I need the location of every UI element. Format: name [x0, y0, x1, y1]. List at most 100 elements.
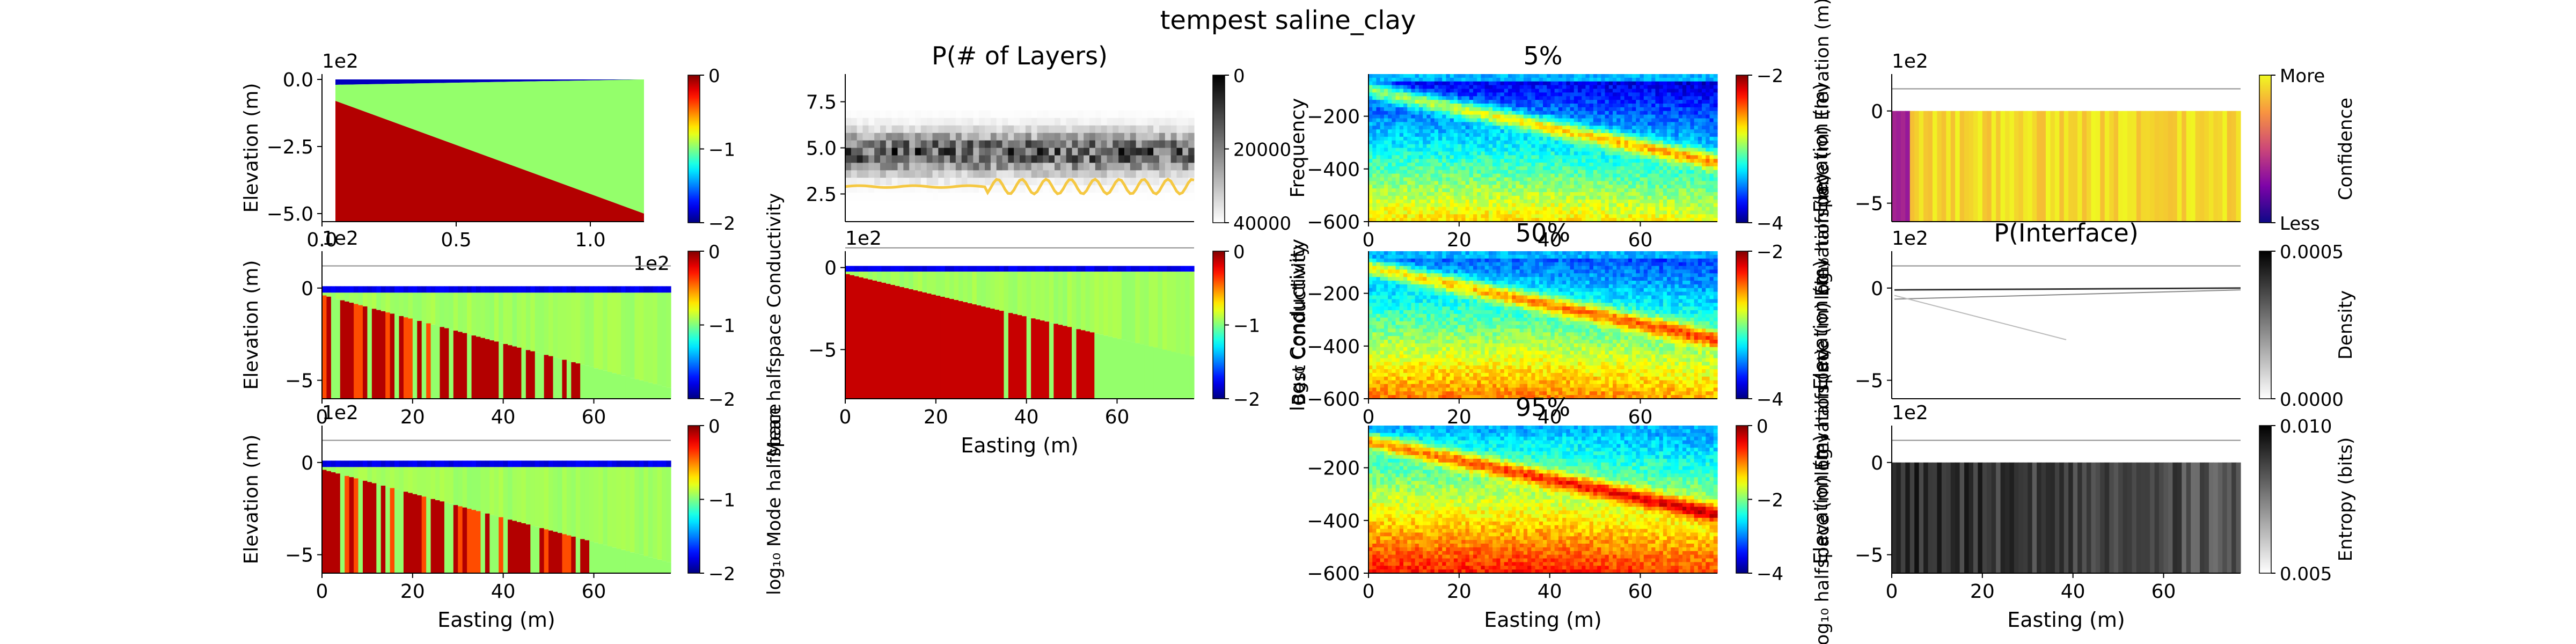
x-tick-label: 60: [1628, 229, 1653, 251]
percentile-image: [1368, 74, 1718, 222]
colorbar-label: log₁₀ halfspace (m) Elevation (m): [1812, 174, 1833, 476]
colorbar-label: log₁₀ Mode halfspace: [764, 404, 785, 595]
percentile-image: [1368, 426, 1718, 574]
y-tick-label: 0: [301, 452, 313, 474]
colorbar-tick-label: 0.0005: [2280, 241, 2344, 263]
y-tick-label: −400: [1307, 336, 1360, 358]
y-axis-label: Elevation (m): [1810, 260, 1832, 390]
colorbar-gradient: [687, 251, 700, 399]
x-axis-label: Easting (m): [961, 434, 1079, 457]
colorbar-tick-label: −2: [708, 564, 735, 585]
entropy-image: [1892, 440, 2241, 573]
x-tick-label: 40: [2061, 581, 2085, 603]
x-tick-label: 40: [491, 581, 516, 603]
subplot-title: P(Interface): [1994, 218, 2139, 247]
subplot-title: 50%: [1516, 218, 1570, 247]
colorbar-gradient: [687, 425, 700, 574]
x-tick-label: 40: [1538, 581, 1562, 603]
y-tick-label: −400: [1307, 510, 1360, 532]
colorbar-tick-label: More: [2280, 65, 2325, 87]
x-tick-label: 0.0: [306, 229, 337, 251]
y-tick-label: −5: [1855, 193, 1883, 215]
colorbar: 0 −1 −2 Mean halfspace Conductivity: [687, 193, 785, 457]
y-tick-label: 5.0: [806, 138, 837, 160]
x-tick-label: 0: [839, 406, 852, 428]
y-axis-label: log₁₀ Conductivity: [1287, 239, 1309, 411]
colorbar-tick-label: −4: [1757, 389, 1783, 411]
y-tick-label: 0: [301, 278, 313, 300]
x-tick-label: 0: [316, 581, 328, 603]
colorbar-tick-label: −4: [1757, 564, 1783, 585]
subplot-title: P(# of Layers): [932, 41, 1108, 70]
interface-image: [1892, 265, 2241, 340]
colorbar-gradient: [1736, 251, 1748, 399]
x-axis-label: Easting (m): [2007, 608, 2125, 632]
x-tick-label: 40: [491, 406, 516, 428]
x-axis-label: Easting (m): [1484, 608, 1602, 632]
x-tick-label: 40: [1538, 229, 1562, 251]
y-tick-label: −5: [808, 339, 837, 361]
y-axis-label: Elevation (m): [240, 260, 262, 390]
x-tick-label: 60: [1105, 406, 1130, 428]
y-offset-text: 1e2: [1892, 228, 1928, 250]
colorbar: −2 −4 log₁₀ halfspace (m) Elevation (m): [1736, 0, 1833, 300]
y-tick-label: −5: [1855, 370, 1883, 392]
x-tick-label: 20: [924, 406, 948, 428]
colorbar-tick-label: 0: [708, 416, 720, 437]
x-tick-label: 40: [1014, 406, 1039, 428]
x-tick-label: 60: [1628, 581, 1653, 603]
y-tick-label: −5: [285, 545, 313, 567]
colorbar: More Less Confidence: [2259, 65, 2357, 235]
y-tick-label: −600: [1307, 563, 1360, 585]
colorbar-label: Density: [2335, 290, 2357, 360]
colorbar: 0 −1 −2: [687, 65, 735, 235]
axes-frame: 0 −5 1e2 Elevation (m): [1810, 50, 2241, 222]
colorbar-tick-label: 0.005: [2280, 564, 2332, 585]
y-offset-text: 1e2: [322, 50, 358, 72]
colorbar: 0 −1 −2 Best Conductivity: [1212, 241, 1310, 411]
x-tick-label: 60: [1628, 406, 1653, 428]
x-tick-label: 40: [1538, 406, 1562, 428]
colorbar-tick-label: 0: [1757, 416, 1768, 437]
colorbar-tick-label: 0.010: [2280, 416, 2332, 437]
colorbar-label: Entropy (bits): [2335, 437, 2357, 562]
colorbar-label: Confidence: [2335, 98, 2357, 200]
section-image: [845, 247, 1195, 399]
colorbar-tick-label: −2: [1233, 389, 1260, 411]
figure-title: tempest saline_clay: [1160, 5, 1416, 35]
y-axis-label: Elevation (m): [240, 435, 262, 565]
colorbar: 0 −2 −4 log₁₀ halfspace (m) Elevation (m): [1736, 348, 1833, 644]
y-tick-label: 0: [1871, 452, 1883, 474]
x-axis-label: Easting (m): [437, 608, 555, 632]
y-tick-label: 0: [1871, 101, 1883, 123]
y-offset-text: 1e2: [845, 228, 882, 250]
y-offset-text: 1e2: [322, 402, 358, 424]
colorbar-gradient: [687, 75, 700, 223]
y-tick-label: −5: [285, 370, 313, 392]
y-tick-label: −2.5: [267, 136, 313, 158]
x-tick-label: 0: [1363, 581, 1375, 603]
colorbar-gradient: [2259, 425, 2272, 574]
colorbar-gradient: [1736, 75, 1748, 223]
colorbar-gradient: [1736, 425, 1748, 574]
colorbar-gradient: [1212, 75, 1225, 223]
colorbar-tick-label: 0: [1233, 241, 1245, 263]
axes-frame: 0 −5 0 20 40 60 1e2 Easting (m): [808, 228, 1194, 457]
colorbar-gradient: [1212, 251, 1225, 399]
section-image: [322, 265, 671, 399]
colorbar: 0 20000 40000: [1212, 65, 1291, 235]
y-offset-text: 1e2: [322, 228, 358, 250]
subplot-title: 95%: [1516, 393, 1570, 422]
colorbar-label: log₁₀ halfspace (m) Elevation (m): [1812, 348, 1833, 644]
colorbar-tick-label: 0: [1233, 65, 1245, 87]
x-tick-label: 0: [1363, 229, 1375, 251]
colorbar-tick-label: −1: [708, 140, 735, 161]
axes-frame: 0.0 −2.5 −5.0 0.0 0.5 1.0 1e2 1e2 Elevation (m): [240, 50, 670, 275]
